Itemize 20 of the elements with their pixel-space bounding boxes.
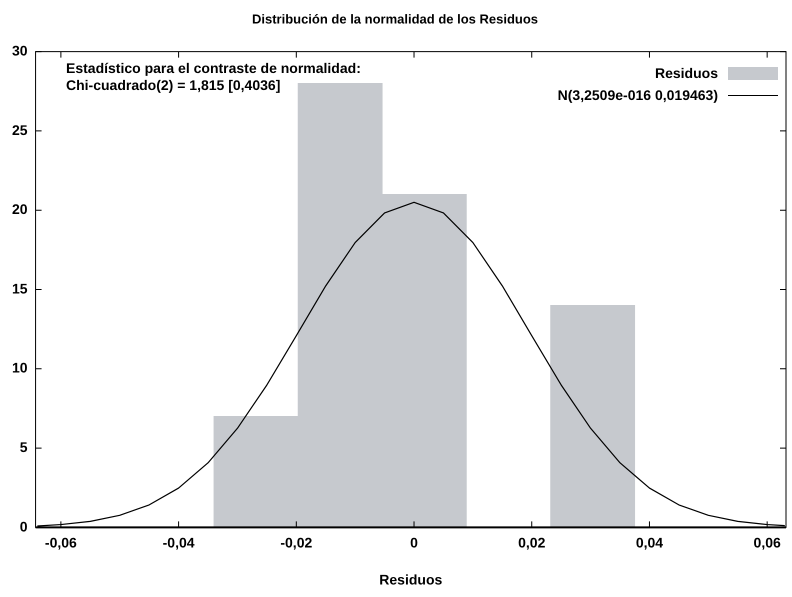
y-tick-label: 25 xyxy=(12,122,28,138)
legend-label: Residuos xyxy=(654,64,718,83)
y-tick-label: 0 xyxy=(20,518,28,534)
legend-label: N(3,2509e-016 0,019463) xyxy=(558,86,718,105)
chart-title: Distribución de la normalidad de los Residuos xyxy=(252,11,538,26)
x-tick-label: 0 xyxy=(410,534,418,551)
y-tick-label: 5 xyxy=(20,438,28,455)
x-tick-label: -0,02 xyxy=(280,534,312,551)
y-tick-label: 15 xyxy=(12,280,28,296)
x-tick-label: 0,02 xyxy=(518,534,546,551)
x-tick-label: 0,06 xyxy=(754,534,782,551)
x-tick-label: -0,06 xyxy=(44,534,78,551)
x-tick-label: 0,04 xyxy=(636,534,664,551)
x-tick-label: -0,04 xyxy=(162,534,195,551)
y-tick-label: 30 xyxy=(12,42,28,58)
annotation: Chi-cuadrado(2) = 1,815 [0,4036] xyxy=(66,77,282,94)
x-axis-title: Residuos xyxy=(379,571,443,588)
y-tick-label: 20 xyxy=(12,201,28,218)
annotation: Estadístico para el contraste de normalidad: xyxy=(66,60,361,77)
y-tick-label: 10 xyxy=(12,360,28,376)
